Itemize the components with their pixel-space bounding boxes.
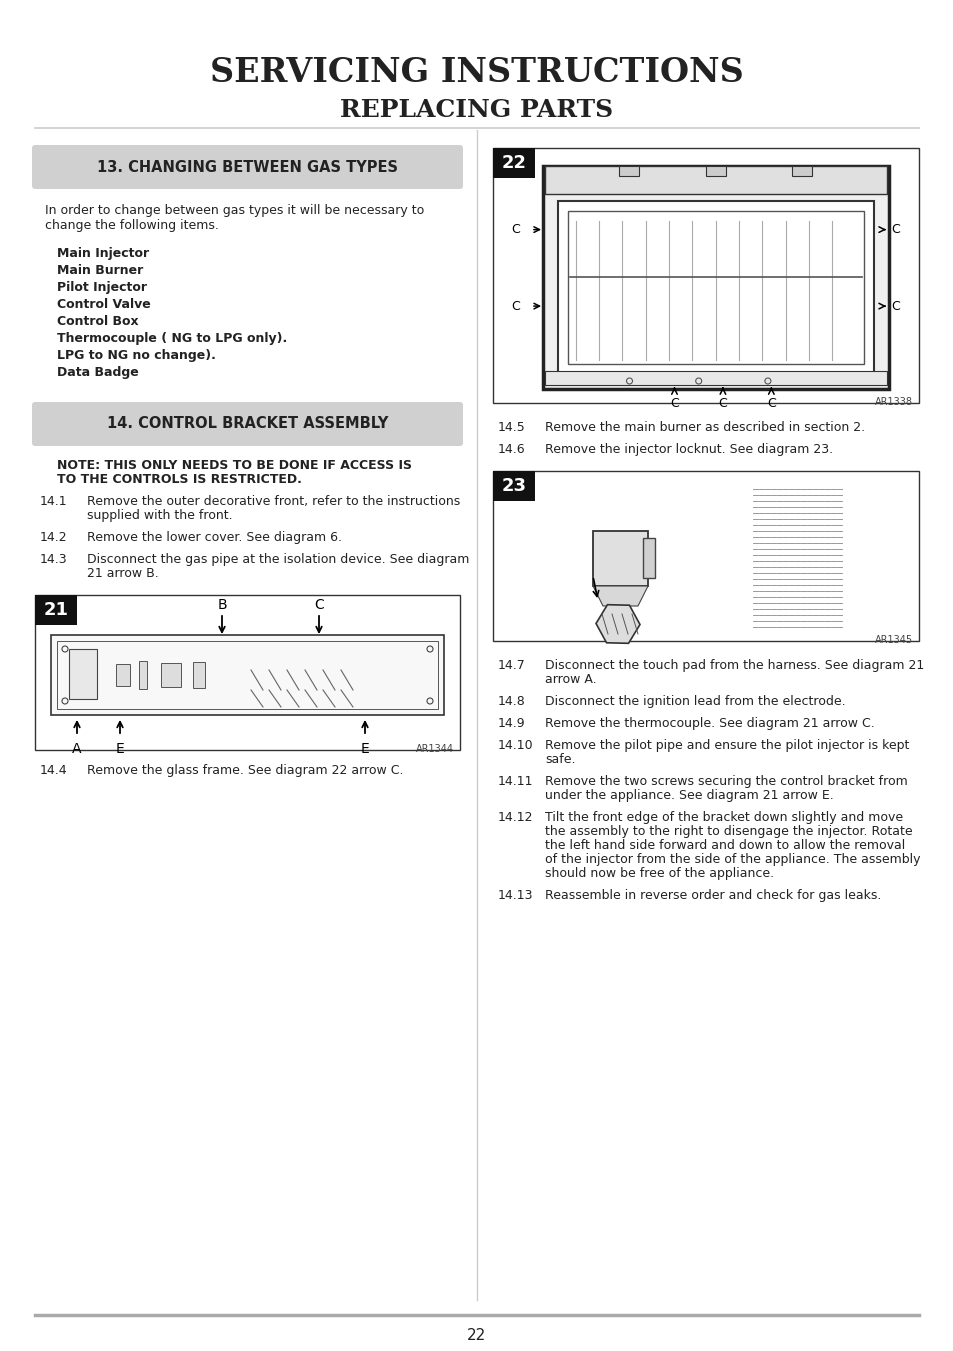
Text: Remove the main burner as described in section 2.: Remove the main burner as described in s… (544, 422, 864, 434)
Text: 21 arrow B.: 21 arrow B. (87, 567, 158, 580)
Text: C: C (891, 223, 900, 236)
Text: 14.4: 14.4 (40, 765, 68, 777)
Text: Main Burner: Main Burner (57, 263, 143, 277)
Text: the left hand side forward and down to allow the removal: the left hand side forward and down to a… (544, 839, 904, 852)
Text: 14.2: 14.2 (40, 531, 68, 544)
Text: In order to change between gas types it will be necessary to: In order to change between gas types it … (45, 204, 424, 218)
Text: Remove the thermocouple. See diagram 21 arrow C.: Remove the thermocouple. See diagram 21 … (544, 717, 874, 730)
Text: Remove the pilot pipe and ensure the pilot injector is kept: Remove the pilot pipe and ensure the pil… (544, 739, 908, 753)
Bar (193, 662, 205, 688)
Text: AR1344: AR1344 (416, 744, 454, 754)
Text: Pilot Injector: Pilot Injector (57, 281, 147, 295)
Text: 14.11: 14.11 (497, 775, 533, 788)
Text: Remove the lower cover. See diagram 6.: Remove the lower cover. See diagram 6. (87, 531, 341, 544)
Bar (493, 471, 918, 640)
Text: TO THE CONTROLS IS RESTRICTED.: TO THE CONTROLS IS RESTRICTED. (57, 473, 301, 486)
Text: 22: 22 (467, 1328, 486, 1343)
Text: NOTE: THIS ONLY NEEDS TO BE DONE IF ACCESS IS: NOTE: THIS ONLY NEEDS TO BE DONE IF ACCE… (57, 459, 412, 471)
Bar (558, 201, 873, 374)
Text: Control Box: Control Box (57, 315, 138, 328)
Bar (116, 663, 130, 686)
Text: C: C (891, 300, 900, 312)
Text: AR1345: AR1345 (874, 635, 912, 644)
FancyBboxPatch shape (32, 145, 462, 189)
Bar (493, 471, 535, 501)
Text: C: C (718, 397, 726, 409)
Text: Control Valve: Control Valve (57, 299, 151, 311)
Bar (35, 594, 459, 750)
Bar (493, 149, 535, 178)
Text: Data Badge: Data Badge (57, 366, 138, 380)
Text: 14.13: 14.13 (497, 889, 533, 902)
Text: arrow A.: arrow A. (544, 673, 596, 686)
Bar (544, 166, 886, 195)
Bar (51, 635, 443, 715)
Bar (493, 149, 918, 403)
Text: Remove the injector locknut. See diagram 23.: Remove the injector locknut. See diagram… (544, 443, 832, 457)
Text: Disconnect the ignition lead from the electrode.: Disconnect the ignition lead from the el… (544, 694, 844, 708)
Text: C: C (511, 300, 519, 312)
Text: Reassemble in reverse order and check for gas leaks.: Reassemble in reverse order and check fo… (544, 889, 881, 902)
Bar (57, 640, 437, 709)
Text: Tilt the front edge of the bracket down slightly and move: Tilt the front edge of the bracket down … (544, 811, 902, 824)
Bar (544, 372, 886, 385)
Text: 14.3: 14.3 (40, 553, 68, 566)
Text: 14.5: 14.5 (497, 422, 525, 434)
Text: Remove the outer decorative front, refer to the instructions: Remove the outer decorative front, refer… (87, 494, 459, 508)
Bar (542, 166, 888, 389)
Text: supplied with the front.: supplied with the front. (87, 509, 233, 521)
Text: 13. CHANGING BETWEEN GAS TYPES: 13. CHANGING BETWEEN GAS TYPES (97, 159, 397, 174)
Text: SERVICING INSTRUCTIONS: SERVICING INSTRUCTIONS (210, 55, 743, 89)
Polygon shape (593, 586, 647, 607)
Text: C: C (669, 397, 679, 409)
Bar (792, 166, 812, 176)
Text: 21: 21 (44, 601, 69, 619)
Text: 14.6: 14.6 (497, 443, 525, 457)
Text: 14.12: 14.12 (497, 811, 533, 824)
Text: C: C (314, 598, 323, 612)
Text: of the injector from the side of the appliance. The assembly: of the injector from the side of the app… (544, 852, 920, 866)
Text: A: A (72, 742, 82, 757)
Bar (593, 531, 647, 586)
Text: Main Injector: Main Injector (57, 247, 149, 259)
Text: 22: 22 (501, 154, 526, 172)
Bar (69, 648, 97, 698)
Bar (35, 594, 77, 626)
Text: safe.: safe. (544, 753, 575, 766)
Text: Disconnect the gas pipe at the isolation device. See diagram: Disconnect the gas pipe at the isolation… (87, 553, 469, 566)
Text: the assembly to the right to disengage the injector. Rotate: the assembly to the right to disengage t… (544, 825, 912, 838)
Text: 14.9: 14.9 (497, 717, 525, 730)
Text: 14.1: 14.1 (40, 494, 68, 508)
Text: E: E (115, 742, 124, 757)
Bar (618, 166, 639, 176)
Text: LPG to NG no change).: LPG to NG no change). (57, 349, 215, 362)
Bar (705, 166, 725, 176)
Text: 23: 23 (501, 477, 526, 494)
Text: 14.8: 14.8 (497, 694, 525, 708)
Text: 14. CONTROL BRACKET ASSEMBLY: 14. CONTROL BRACKET ASSEMBLY (107, 416, 388, 431)
Text: under the appliance. See diagram 21 arrow E.: under the appliance. See diagram 21 arro… (544, 789, 833, 802)
Text: E: E (360, 742, 369, 757)
Bar (642, 538, 655, 578)
Text: Thermocouple ( NG to LPG only).: Thermocouple ( NG to LPG only). (57, 332, 287, 345)
FancyBboxPatch shape (32, 403, 462, 446)
Text: AR1338: AR1338 (874, 397, 912, 407)
Text: 14.7: 14.7 (497, 659, 525, 671)
Bar (161, 663, 181, 688)
Text: Remove the glass frame. See diagram 22 arrow C.: Remove the glass frame. See diagram 22 a… (87, 765, 403, 777)
Bar (567, 211, 863, 363)
Text: C: C (511, 223, 519, 236)
Text: Remove the two screws securing the control bracket from: Remove the two screws securing the contr… (544, 775, 907, 788)
Text: 14.10: 14.10 (497, 739, 533, 753)
Text: REPLACING PARTS: REPLACING PARTS (340, 99, 613, 122)
Text: should now be free of the appliance.: should now be free of the appliance. (544, 867, 773, 880)
Text: B: B (217, 598, 227, 612)
Text: change the following items.: change the following items. (45, 219, 218, 232)
Bar (139, 661, 147, 689)
Text: Disconnect the touch pad from the harness. See diagram 21: Disconnect the touch pad from the harnes… (544, 659, 923, 671)
Text: C: C (766, 397, 775, 409)
